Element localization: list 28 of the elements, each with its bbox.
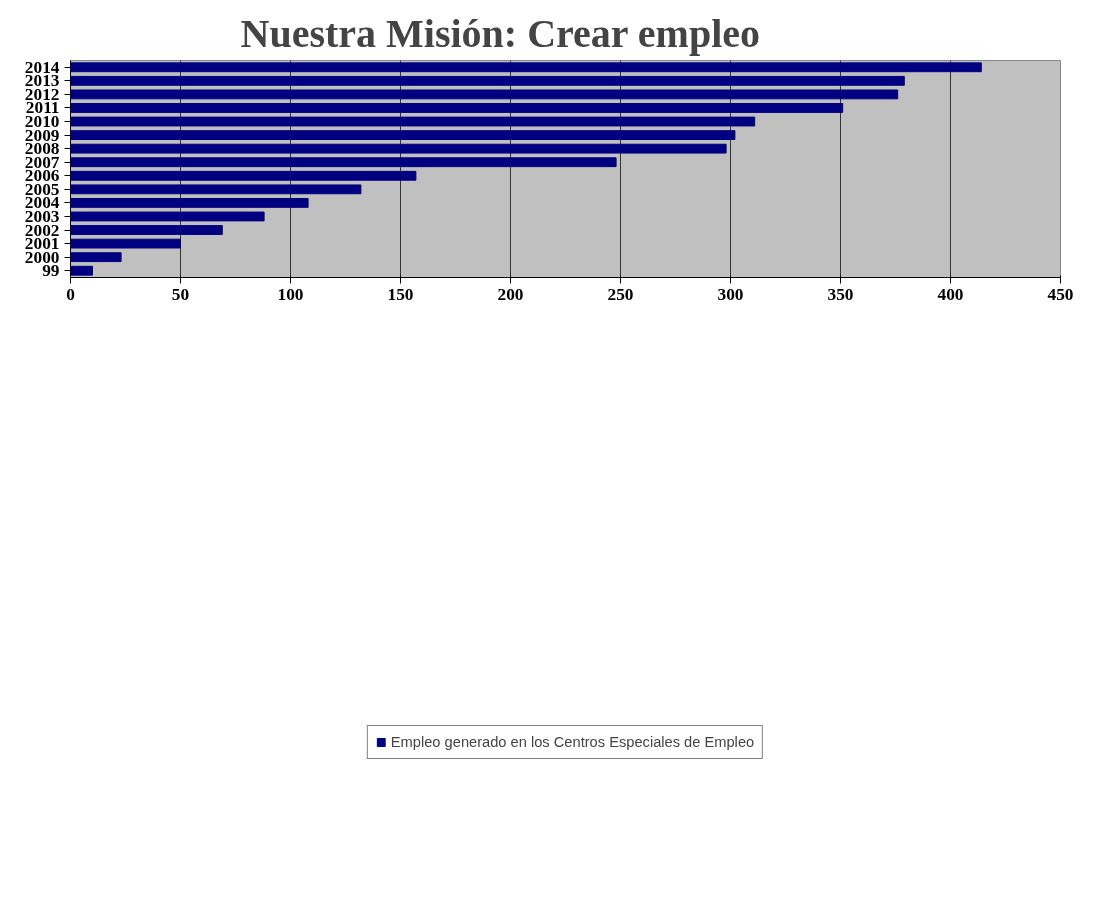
x-tick-label: 450: [1047, 284, 1074, 304]
bar: [70, 89, 899, 100]
x-tick-label: 400: [937, 284, 964, 304]
x-tick-label: 300: [717, 284, 744, 304]
bar: [70, 198, 309, 208]
x-tick-label: 350: [827, 284, 854, 304]
bar: [70, 143, 727, 154]
legend-label: Empleo generado en los Centros Especiales de Empleo: [390, 734, 755, 750]
bar: [70, 116, 756, 127]
bar: [70, 157, 617, 168]
x-tick-label: 200: [497, 284, 524, 304]
bar: [70, 75, 905, 86]
x-tick-label: 100: [277, 284, 304, 304]
bar: [70, 130, 736, 140]
x-tick-label: 50: [171, 284, 190, 304]
bar: [70, 225, 223, 235]
x-tick-label: 250: [607, 284, 634, 304]
bar: [70, 103, 844, 113]
bar: [70, 211, 265, 222]
chart-title: Nuestra Misión: Crear empleo: [240, 10, 761, 56]
bar: [70, 184, 362, 195]
x-tick-label: 150: [387, 284, 414, 304]
bar: [70, 252, 122, 263]
bar: [70, 62, 982, 73]
bar: [70, 265, 93, 276]
bar: [70, 170, 417, 181]
bar: [70, 238, 181, 249]
x-tick-label: 0: [66, 284, 75, 304]
